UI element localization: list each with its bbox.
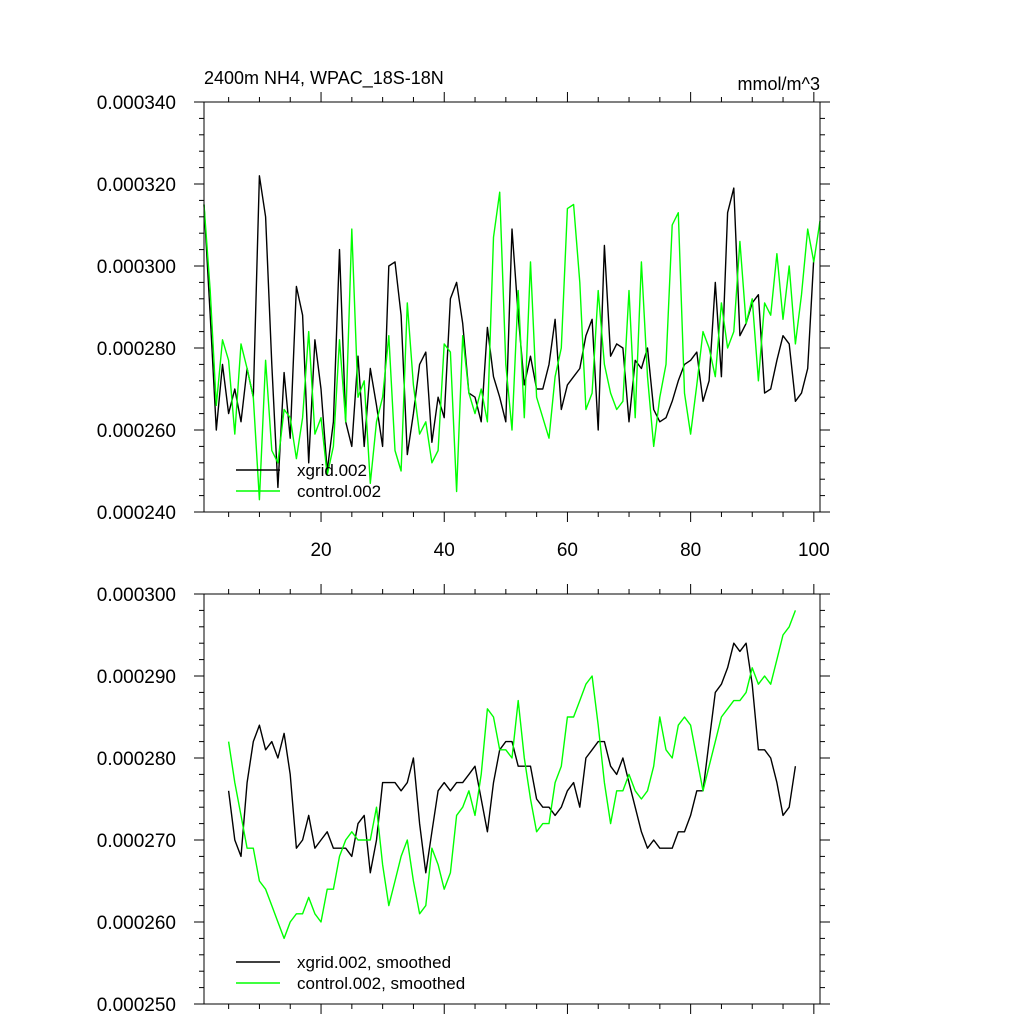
plot-frame: [203, 593, 821, 1005]
y-tick-label: 0.000240: [97, 503, 176, 524]
y-tick-label: 0.000260: [97, 913, 176, 934]
x-tick-label: 60: [557, 540, 578, 561]
legend-label: control.002: [297, 482, 381, 501]
legend-label: control.002, smoothed: [297, 974, 465, 993]
y-tick-label: 0.000320: [97, 175, 176, 196]
y-tick-label: 0.000340: [97, 93, 176, 114]
series-layer: [203, 175, 821, 501]
units-label: mmol/m^3: [738, 74, 820, 94]
legend-label: xgrid.002, smoothed: [297, 953, 451, 972]
series-line-xgrid: [203, 175, 815, 489]
x-tick-label: 20: [310, 540, 331, 561]
series-line-control: [203, 191, 821, 501]
legend-label: xgrid.002: [297, 461, 367, 480]
x-tick-label: 40: [434, 540, 455, 561]
y-tick-label: 0.000300: [97, 585, 176, 606]
y-tick-label: 0.000290: [97, 667, 176, 688]
y-tick-label: 0.000270: [97, 831, 176, 852]
top-chart: 2400m NH4, WPAC_18S-18N mmol/m^3 20 40 60 8…: [97, 68, 830, 561]
legend: xgrid.002, smoothed control.002, smoothed: [236, 953, 465, 993]
series-line-control: [227, 610, 797, 940]
series-line-xgrid: [227, 642, 797, 874]
y-tick-label: 0.000300: [97, 257, 176, 278]
axes-layer: 0.000250 0.000260 0.000270 0.000280 0.000290…: [97, 584, 830, 1016]
x-tick-label: 80: [680, 540, 701, 561]
y-tick-label: 0.000250: [97, 995, 176, 1016]
plot-frame: [203, 101, 821, 513]
axes-layer: 20 40 60 80 100 0.000240 0.000260 0.000280 0.000…: [97, 92, 830, 561]
y-tick-label: 0.000280: [97, 339, 176, 360]
legend: xgrid.002 control.002: [236, 461, 381, 501]
chart-title: 2400m NH4, WPAC_18S-18N: [204, 68, 444, 89]
bottom-chart: 0.000250 0.000260 0.000270 0.000280 0.000290…: [97, 584, 830, 1016]
y-tick-label: 0.000260: [97, 421, 176, 442]
x-tick-label: 100: [798, 540, 830, 561]
series-layer: [227, 610, 797, 940]
y-tick-label: 0.000280: [97, 749, 176, 770]
